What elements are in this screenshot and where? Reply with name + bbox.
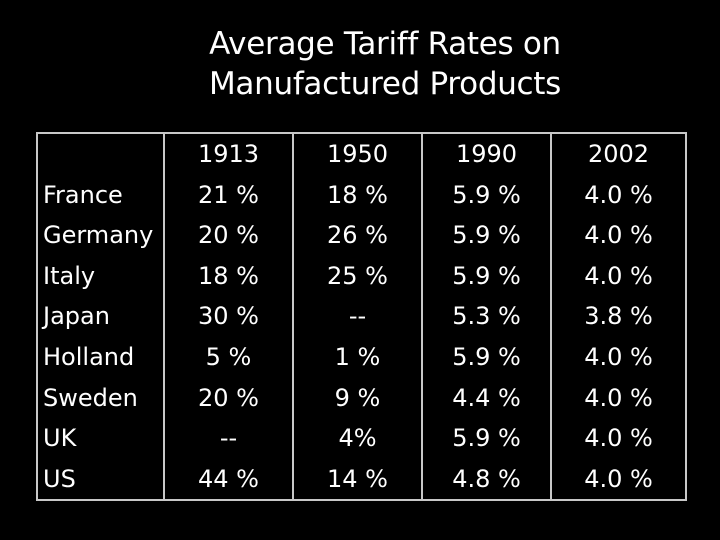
- value-cell: 4.0 %: [550, 377, 687, 419]
- title-line-2: Manufactured Products: [208, 66, 562, 102]
- value-cell: --: [292, 296, 423, 337]
- value-cell: 4.4 %: [421, 377, 552, 419]
- value-cell: 5.9 %: [421, 336, 552, 378]
- value-cell: 3.8 %: [550, 296, 687, 337]
- value-cell: 5.3 %: [421, 296, 552, 337]
- value-cell: 4%: [292, 418, 423, 459]
- value-cell: 5.9 %: [421, 215, 552, 256]
- value-cell: 44 %: [163, 458, 294, 501]
- value-cell: 4.0 %: [550, 255, 687, 297]
- value-cell: 4.0 %: [550, 418, 687, 459]
- value-cell: 26 %: [292, 215, 423, 256]
- value-cell: 9 %: [292, 377, 423, 419]
- value-cell: 4.0 %: [550, 215, 687, 256]
- country-cell: UK: [36, 418, 165, 459]
- table-row: US 44 % 14 % 4.8 % 4.0 %: [36, 458, 687, 501]
- table-row: Holland 5 % 1 % 5.9 % 4.0 %: [36, 336, 687, 378]
- country-cell: Sweden: [36, 377, 165, 419]
- table-row: France 21 % 18 % 5.9 % 4.0 %: [36, 174, 687, 216]
- header-row: 1913 1950 1990 2002: [36, 133, 687, 175]
- country-cell: France: [36, 174, 165, 216]
- value-cell: 4.0 %: [550, 174, 687, 216]
- header-year: 1990: [421, 133, 552, 175]
- value-cell: --: [163, 418, 294, 459]
- value-cell: 25 %: [292, 255, 423, 297]
- header-year: 1913: [163, 133, 294, 175]
- value-cell: 5 %: [163, 336, 294, 378]
- value-cell: 20 %: [163, 215, 294, 256]
- value-cell: 4.8 %: [421, 458, 552, 501]
- value-cell: 18 %: [292, 174, 423, 216]
- value-cell: 5.9 %: [421, 174, 552, 216]
- table-row: Italy 18 % 25 % 5.9 % 4.0 %: [36, 255, 687, 297]
- value-cell: 1 %: [292, 336, 423, 378]
- table-row: Japan 30 % -- 5.3 % 3.8 %: [36, 296, 687, 337]
- country-cell: Holland: [36, 336, 165, 378]
- table-row: Sweden 20 % 9 % 4.4 % 4.0 %: [36, 377, 687, 419]
- value-cell: 4.0 %: [550, 458, 687, 501]
- country-cell: US: [36, 458, 165, 501]
- title-line-1: Average Tariff Rates on: [209, 26, 561, 62]
- value-cell: 20 %: [163, 377, 294, 419]
- slide-title: Average Tariff Rates on Manufactured Pro…: [0, 24, 720, 104]
- country-cell: Japan: [36, 296, 165, 337]
- value-cell: 5.9 %: [421, 418, 552, 459]
- country-cell: Italy: [36, 255, 165, 297]
- header-year: 2002: [550, 133, 687, 175]
- value-cell: 30 %: [163, 296, 294, 337]
- tariff-table: 1913 1950 1990 2002 France 21 % 18 % 5.9…: [36, 132, 687, 502]
- value-cell: 5.9 %: [421, 255, 552, 297]
- value-cell: 14 %: [292, 458, 423, 501]
- value-cell: 21 %: [163, 174, 294, 216]
- header-year: 1950: [292, 133, 423, 175]
- table-row: Germany 20 % 26 % 5.9 % 4.0 %: [36, 215, 687, 256]
- header-corner: [36, 133, 165, 175]
- value-cell: 18 %: [163, 255, 294, 297]
- table-row: UK -- 4% 5.9 % 4.0 %: [36, 418, 687, 459]
- value-cell: 4.0 %: [550, 336, 687, 378]
- country-cell: Germany: [36, 215, 165, 256]
